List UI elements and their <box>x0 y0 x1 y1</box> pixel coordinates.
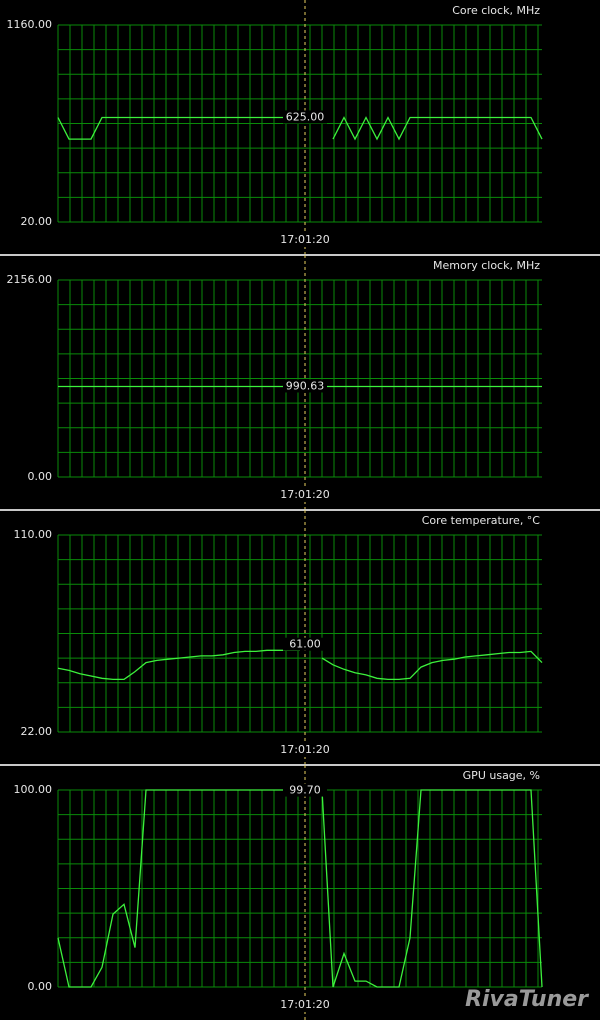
panel-title: Memory clock, MHz <box>433 259 540 272</box>
cursor-label-bg <box>283 783 327 797</box>
y-tick-label: 0.00 <box>28 470 53 483</box>
cursor-time: 17:01:20 <box>280 488 329 501</box>
y-tick-label: 110.00 <box>14 528 53 541</box>
cursor-time-bg <box>278 998 332 1012</box>
cursor-time-bg <box>278 488 332 502</box>
y-tick-label: 0.00 <box>28 980 53 993</box>
cursor-value: 625.00 <box>286 110 325 123</box>
data-line <box>57 789 543 988</box>
data-line <box>57 116 543 141</box>
y-tick-label: 22.00 <box>21 725 53 738</box>
cursor-label-bg <box>283 637 327 651</box>
cursor-time: 17:01:20 <box>280 743 329 756</box>
watermark: RivaTuner <box>465 987 589 1012</box>
cursor-time: 17:01:20 <box>280 233 329 246</box>
y-tick-label: 20.00 <box>21 215 53 228</box>
y-tick-label: 100.00 <box>14 783 53 796</box>
cursor-value: 990.63 <box>286 379 325 392</box>
cursor-time: 17:01:20 <box>280 998 329 1011</box>
panel-title: GPU usage, % <box>463 769 540 782</box>
cursor-label-bg <box>283 110 327 124</box>
cursor-time-bg <box>278 233 332 247</box>
y-tick-label: 1160.00 <box>7 18 53 31</box>
y-tick-label: 2156.00 <box>7 273 53 286</box>
cursor-label-bg <box>283 379 327 393</box>
panel-title: Core temperature, °C <box>422 514 541 527</box>
cursor-value: 61.00 <box>289 638 321 651</box>
data-line <box>57 649 543 681</box>
cursor-value: 99.70 <box>289 784 321 797</box>
panel-title: Core clock, MHz <box>452 4 540 17</box>
cursor-time-bg <box>278 743 332 757</box>
